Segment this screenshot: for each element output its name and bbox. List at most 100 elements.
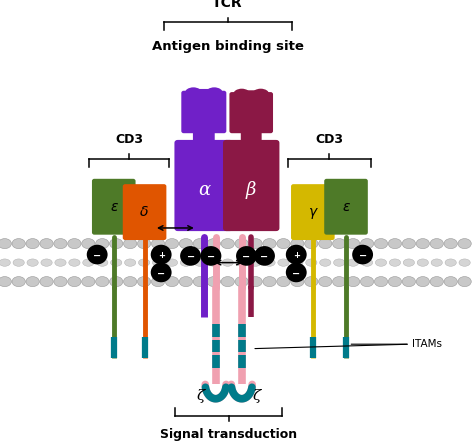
Text: γ: γ bbox=[309, 205, 317, 219]
Ellipse shape bbox=[403, 259, 414, 266]
Ellipse shape bbox=[292, 259, 303, 266]
Ellipse shape bbox=[69, 259, 80, 266]
FancyBboxPatch shape bbox=[190, 89, 217, 97]
Ellipse shape bbox=[13, 259, 24, 266]
Ellipse shape bbox=[416, 239, 429, 249]
Text: −: − bbox=[186, 252, 195, 262]
Ellipse shape bbox=[125, 259, 136, 266]
Circle shape bbox=[286, 245, 307, 264]
Ellipse shape bbox=[0, 239, 11, 249]
Ellipse shape bbox=[221, 239, 234, 249]
Ellipse shape bbox=[54, 277, 67, 287]
Ellipse shape bbox=[277, 239, 290, 249]
Ellipse shape bbox=[41, 259, 52, 266]
Ellipse shape bbox=[97, 259, 108, 266]
Ellipse shape bbox=[250, 259, 261, 266]
Ellipse shape bbox=[207, 239, 220, 249]
Circle shape bbox=[151, 262, 172, 283]
Ellipse shape bbox=[444, 239, 457, 249]
Ellipse shape bbox=[236, 259, 247, 266]
Text: ε: ε bbox=[342, 200, 350, 214]
Ellipse shape bbox=[109, 277, 123, 287]
Ellipse shape bbox=[388, 277, 401, 287]
Ellipse shape bbox=[277, 277, 290, 287]
Ellipse shape bbox=[347, 259, 359, 266]
Text: Antigen binding site: Antigen binding site bbox=[152, 40, 303, 54]
Ellipse shape bbox=[360, 239, 374, 249]
Ellipse shape bbox=[278, 259, 289, 266]
Ellipse shape bbox=[319, 277, 332, 287]
Ellipse shape bbox=[68, 277, 81, 287]
Ellipse shape bbox=[180, 259, 191, 266]
Ellipse shape bbox=[235, 239, 248, 249]
FancyBboxPatch shape bbox=[181, 91, 227, 133]
Ellipse shape bbox=[222, 259, 233, 266]
Ellipse shape bbox=[319, 259, 331, 266]
FancyBboxPatch shape bbox=[324, 179, 368, 235]
Ellipse shape bbox=[249, 277, 262, 287]
Ellipse shape bbox=[389, 259, 401, 266]
Ellipse shape bbox=[165, 239, 179, 249]
FancyBboxPatch shape bbox=[92, 179, 136, 235]
Text: ζ: ζ bbox=[196, 389, 205, 403]
Ellipse shape bbox=[263, 239, 276, 249]
Ellipse shape bbox=[110, 259, 122, 266]
Ellipse shape bbox=[124, 277, 137, 287]
Ellipse shape bbox=[12, 239, 25, 249]
Ellipse shape bbox=[458, 239, 471, 249]
Ellipse shape bbox=[96, 277, 109, 287]
Ellipse shape bbox=[374, 239, 388, 249]
Text: ITAMs: ITAMs bbox=[412, 339, 442, 349]
Ellipse shape bbox=[208, 259, 219, 266]
Ellipse shape bbox=[417, 259, 428, 266]
FancyBboxPatch shape bbox=[291, 184, 335, 240]
FancyBboxPatch shape bbox=[193, 126, 215, 149]
Ellipse shape bbox=[402, 277, 416, 287]
Circle shape bbox=[180, 246, 201, 266]
Ellipse shape bbox=[82, 277, 95, 287]
Ellipse shape bbox=[346, 277, 360, 287]
Ellipse shape bbox=[179, 239, 192, 249]
FancyBboxPatch shape bbox=[123, 184, 166, 240]
Ellipse shape bbox=[291, 239, 304, 249]
Ellipse shape bbox=[235, 277, 248, 287]
Ellipse shape bbox=[402, 239, 416, 249]
FancyBboxPatch shape bbox=[241, 126, 262, 149]
Ellipse shape bbox=[165, 277, 179, 287]
Text: −: − bbox=[292, 269, 301, 279]
Text: −: − bbox=[207, 252, 215, 262]
Ellipse shape bbox=[458, 277, 471, 287]
FancyBboxPatch shape bbox=[229, 92, 273, 133]
Ellipse shape bbox=[207, 277, 220, 287]
Circle shape bbox=[201, 246, 221, 266]
Text: Signal transduction: Signal transduction bbox=[160, 428, 297, 441]
FancyBboxPatch shape bbox=[223, 140, 279, 231]
Text: TCR: TCR bbox=[212, 0, 243, 10]
Ellipse shape bbox=[252, 89, 269, 100]
Text: −: − bbox=[358, 251, 367, 261]
Ellipse shape bbox=[137, 239, 151, 249]
Ellipse shape bbox=[431, 259, 442, 266]
Ellipse shape bbox=[221, 277, 234, 287]
Ellipse shape bbox=[346, 239, 360, 249]
Ellipse shape bbox=[206, 87, 223, 99]
Ellipse shape bbox=[151, 239, 164, 249]
Ellipse shape bbox=[459, 259, 470, 266]
Ellipse shape bbox=[138, 259, 150, 266]
Ellipse shape bbox=[153, 259, 164, 266]
Circle shape bbox=[151, 245, 172, 264]
Ellipse shape bbox=[233, 89, 250, 100]
Text: −: − bbox=[260, 252, 269, 262]
Ellipse shape bbox=[291, 277, 304, 287]
Ellipse shape bbox=[0, 259, 10, 266]
Ellipse shape bbox=[0, 277, 11, 287]
Circle shape bbox=[87, 245, 108, 264]
Ellipse shape bbox=[263, 277, 276, 287]
Ellipse shape bbox=[333, 277, 346, 287]
Ellipse shape bbox=[416, 277, 429, 287]
Ellipse shape bbox=[166, 259, 178, 266]
Text: −: − bbox=[93, 251, 101, 261]
Circle shape bbox=[254, 246, 275, 266]
Ellipse shape bbox=[361, 259, 373, 266]
Ellipse shape bbox=[151, 277, 164, 287]
